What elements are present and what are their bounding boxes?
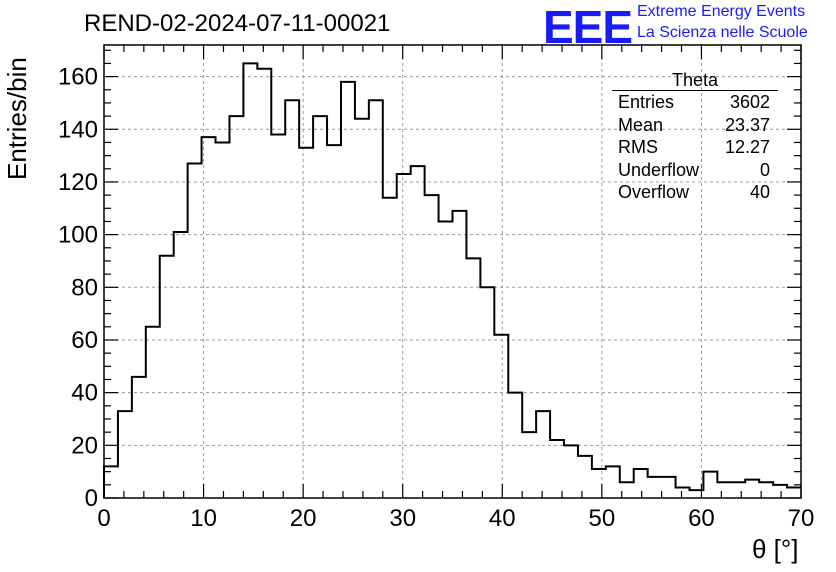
histogram-bin bbox=[494, 335, 508, 498]
histogram-bin bbox=[118, 411, 132, 498]
x-tick-label: 0 bbox=[97, 505, 110, 532]
histogram-bin bbox=[731, 482, 745, 498]
stats-label: RMS bbox=[618, 137, 658, 157]
logo-line-1: Extreme Energy Events bbox=[637, 3, 806, 20]
histogram-bin bbox=[522, 432, 536, 498]
stats-value: 23.37 bbox=[724, 114, 770, 135]
y-tick-label: 160 bbox=[58, 64, 98, 91]
stats-label: Underflow bbox=[618, 159, 700, 180]
histogram-bin bbox=[592, 469, 606, 498]
y-tick-label: 80 bbox=[71, 274, 98, 301]
histogram-bin bbox=[188, 164, 202, 498]
histogram-bin bbox=[257, 69, 271, 498]
histogram-bin bbox=[146, 327, 160, 498]
plot-frame bbox=[103, 44, 802, 499]
run-title: REND-02-2024-07-11-00021 bbox=[84, 10, 391, 37]
x-tick-label: 20 bbox=[290, 505, 317, 532]
histogram-bin bbox=[425, 195, 439, 498]
histogram-bin bbox=[634, 469, 648, 498]
histogram-bin bbox=[229, 116, 243, 498]
histogram-bin bbox=[397, 174, 411, 498]
stats-label: Entries bbox=[618, 92, 675, 112]
y-tick-label: 120 bbox=[58, 169, 98, 196]
x-tick-label: 50 bbox=[589, 505, 616, 532]
histogram-bin bbox=[676, 487, 690, 498]
x-tick-label: 70 bbox=[788, 505, 815, 532]
stats-row-mean: Mean 23.37 bbox=[612, 114, 778, 137]
stats-label: Mean bbox=[618, 114, 664, 135]
stats-title: Theta bbox=[612, 70, 778, 91]
x-tick-label: 30 bbox=[389, 505, 416, 532]
histogram-bin bbox=[564, 445, 578, 498]
axis-tick-labels: 0 10 20 30 40 50 60 70 0 20 40 60 80 100 120 140 160 bbox=[58, 64, 814, 532]
histogram-bin bbox=[174, 232, 188, 498]
histogram-bin bbox=[383, 198, 397, 498]
stats-row-entries: Entries 3602 bbox=[612, 91, 778, 114]
histogram-bin bbox=[355, 119, 369, 498]
stats-row-rms: RMS 12.27 bbox=[612, 136, 778, 159]
histogram-bin bbox=[703, 472, 717, 498]
histogram-bin bbox=[550, 440, 564, 498]
histogram-bin bbox=[160, 256, 174, 498]
y-tick-label: 140 bbox=[58, 116, 98, 143]
x-tick-label: 60 bbox=[688, 505, 715, 532]
stats-label: Overflow bbox=[618, 182, 690, 202]
stats-value: 0 bbox=[759, 159, 770, 180]
histogram-bin bbox=[243, 63, 257, 498]
histogram-bin bbox=[773, 485, 787, 498]
histogram-bin bbox=[745, 480, 759, 498]
histogram-bin bbox=[132, 377, 146, 498]
axis-ticks bbox=[103, 45, 802, 499]
logo-line-2: La Scienza nelle Scuole bbox=[637, 24, 808, 41]
histogram-bin bbox=[717, 482, 731, 498]
x-axis-label: θ [°] bbox=[752, 534, 799, 564]
y-tick-label: 20 bbox=[71, 432, 98, 459]
stats-value: 12.27 bbox=[724, 137, 770, 157]
histogram-bin bbox=[662, 477, 676, 498]
histogram-bin bbox=[369, 100, 383, 498]
stats-row-underflow: Underflow 0 bbox=[612, 159, 778, 182]
y-axis-label: Entries/bin bbox=[2, 57, 32, 180]
histogram-bin bbox=[787, 487, 801, 498]
stats-value: 3602 bbox=[729, 92, 770, 112]
histogram-bin bbox=[453, 211, 467, 498]
histogram-bin bbox=[536, 411, 550, 498]
stats-box: Theta Entries 3602 Mean 23.37 RMS 12.27 … bbox=[612, 70, 778, 204]
grid-lines bbox=[104, 45, 801, 498]
stats-value: 40 bbox=[749, 182, 770, 202]
histogram-bin bbox=[341, 82, 355, 498]
histogram-bin bbox=[466, 258, 480, 498]
stats-row-overflow: Overflow 40 bbox=[612, 181, 778, 204]
histogram-bin bbox=[313, 116, 327, 498]
histogram-bin bbox=[216, 142, 230, 498]
y-tick-label: 60 bbox=[71, 327, 98, 354]
y-tick-label: 100 bbox=[58, 222, 98, 249]
x-tick-label: 40 bbox=[489, 505, 516, 532]
y-tick-label: 40 bbox=[71, 380, 98, 407]
histogram-bin bbox=[439, 221, 453, 498]
y-tick-label: 0 bbox=[85, 485, 98, 512]
x-tick-label: 10 bbox=[190, 505, 217, 532]
histogram-bin bbox=[299, 148, 313, 498]
histogram-outline bbox=[103, 62, 801, 498]
histogram-bin bbox=[578, 456, 592, 498]
histogram-bin bbox=[271, 135, 285, 498]
histogram-bin bbox=[285, 100, 299, 498]
histogram-bin bbox=[411, 166, 425, 498]
histogram-bin bbox=[606, 466, 620, 498]
eee-logo: EEE bbox=[543, 1, 633, 53]
histogram-bin bbox=[648, 477, 662, 498]
